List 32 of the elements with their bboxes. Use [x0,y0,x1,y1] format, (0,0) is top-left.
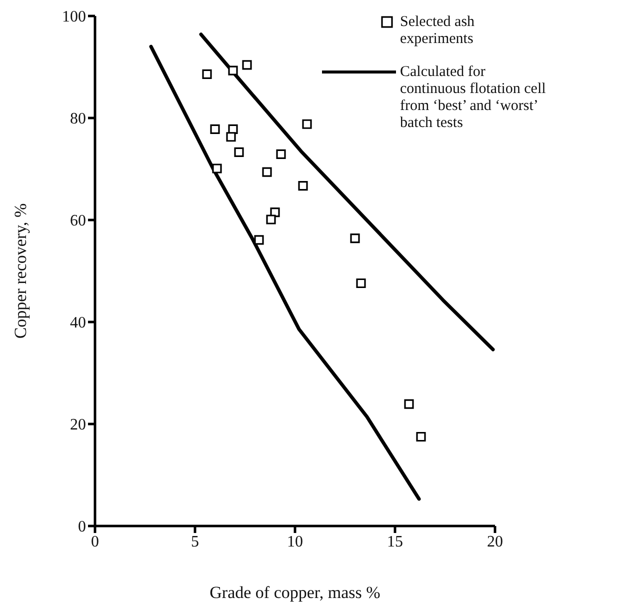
x-tick-label: 15 [387,533,403,550]
point [226,132,236,142]
x-tick-label: 5 [191,533,199,550]
point [210,124,220,134]
x-axis-title: Grade of copper, mass % [210,583,380,602]
point [302,119,312,129]
legend-label: Selected ash experiments [400,14,476,48]
y-axis-title: Copper recovery, % [11,203,30,339]
point [404,399,414,409]
point [202,69,212,79]
y-tick-label: 40 [70,314,86,332]
point [228,66,238,76]
point [416,432,426,442]
point [262,167,272,177]
y-tick-label: 60 [70,212,86,230]
y-tick-label: 20 [70,416,86,434]
point [234,147,244,157]
x-tick-label: 20 [487,533,503,550]
point [276,149,286,160]
y-tick-label: 80 [70,110,86,128]
point [298,181,308,191]
x-tick-label: 0 [91,533,99,550]
point [254,235,264,245]
y-tick-label: 100 [62,8,86,26]
y-tick-label: 0 [78,518,86,536]
point [350,234,360,244]
point [356,278,366,288]
legend-label: Calculated for continuous flotation cell from ‘best’ and ‘worst’ batch tests [400,64,547,132]
point [242,60,252,70]
x-tick-label: 10 [287,533,303,550]
point [266,214,276,224]
point [212,164,222,174]
